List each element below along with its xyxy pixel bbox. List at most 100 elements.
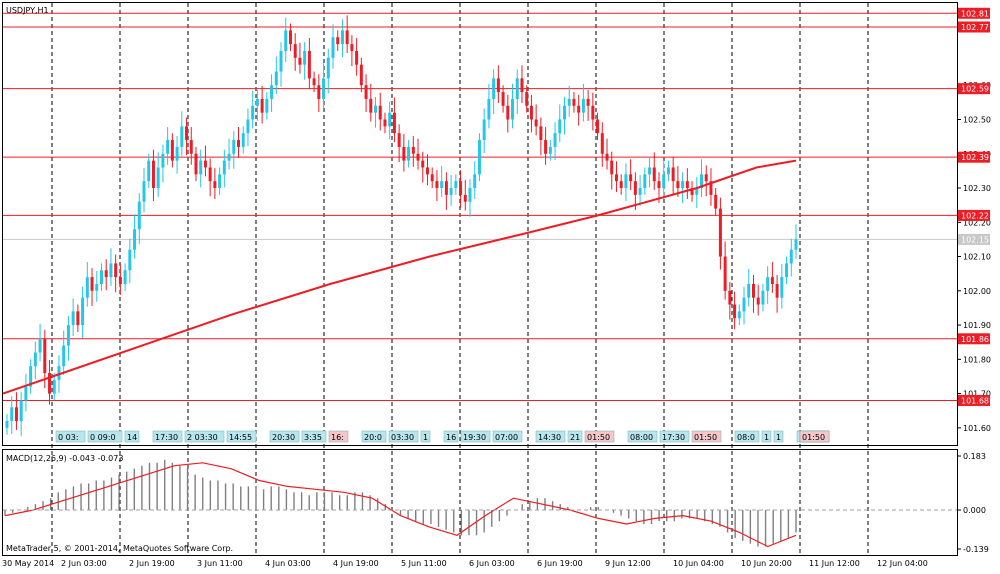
candle-body xyxy=(482,119,486,141)
time-tick-label: 10 Jun 20:00 xyxy=(741,559,792,568)
candle-body xyxy=(241,133,245,147)
candle-body xyxy=(586,98,590,106)
candle-body xyxy=(567,98,571,106)
candle-body xyxy=(676,181,680,189)
event-marker-bg xyxy=(584,430,615,443)
event-marker-bg xyxy=(492,430,523,443)
event-marker-bg xyxy=(301,430,327,443)
candle-body xyxy=(43,338,47,374)
price-tick-label: 101.90 xyxy=(963,321,991,330)
time-tick-label: 6 Jun 03:00 xyxy=(469,559,515,568)
event-marker-text: 17:30 xyxy=(155,433,178,442)
candle-body xyxy=(374,105,378,113)
candle-body xyxy=(222,160,226,175)
macd-pane-frame xyxy=(2,449,958,556)
candle-body xyxy=(459,181,463,195)
candle-body xyxy=(388,112,392,127)
candle-body xyxy=(227,153,231,161)
candle-body xyxy=(397,133,401,147)
candle-body xyxy=(662,174,666,189)
candle-body xyxy=(747,283,751,298)
level-tag-bg xyxy=(958,7,990,19)
event-markers: 0 03: 0 09:0 14 17:30 2 03:30 14:55 20:30 3:35 1… xyxy=(55,430,830,443)
event-marker-text: 14:55 xyxy=(229,433,252,442)
event-marker-text: 20:30 xyxy=(272,433,295,442)
candle-body xyxy=(175,146,179,161)
candle-body xyxy=(435,181,439,189)
event-marker-bg xyxy=(87,430,123,443)
candle-body xyxy=(614,174,618,182)
time-tick-label: 2 Jun 19:00 xyxy=(129,559,175,568)
candle-body xyxy=(425,167,429,175)
candle-body xyxy=(293,44,297,58)
time-grid xyxy=(51,3,869,555)
candle-body xyxy=(114,263,118,278)
candle-body xyxy=(402,146,406,161)
candle-body xyxy=(633,181,637,195)
candle-body xyxy=(161,153,165,168)
price-pane-frame xyxy=(2,2,958,446)
level-tag-text: 102.39 xyxy=(961,153,989,162)
event-marker-bg xyxy=(799,430,830,443)
candle-body xyxy=(322,78,326,99)
candle-body xyxy=(274,71,278,86)
candle-body xyxy=(751,283,755,298)
candle-body xyxy=(133,229,137,250)
candle-body xyxy=(473,174,477,189)
candle-body xyxy=(648,167,652,175)
time-tick-label: 12 Jun 04:00 xyxy=(877,559,928,568)
candle-body xyxy=(57,366,61,380)
event-marker-text: 16: xyxy=(331,433,344,442)
candle-body xyxy=(553,133,557,147)
candle-body xyxy=(128,249,132,271)
candle-body xyxy=(501,92,505,106)
candle-body xyxy=(487,98,491,120)
macd-tick-label: 0.000 xyxy=(963,506,986,515)
candle-body xyxy=(383,119,387,127)
macd-axis: 0.183 0.000 -0.139 xyxy=(957,452,989,554)
event-marker-bg xyxy=(460,430,491,443)
event-marker-text: 1 xyxy=(764,433,769,442)
candle-body xyxy=(156,167,160,189)
candle-body xyxy=(199,160,203,175)
candle-body xyxy=(657,181,661,189)
candle-body xyxy=(624,174,628,189)
candle-body xyxy=(577,105,581,113)
candle-body xyxy=(14,407,18,422)
level-tag-bg xyxy=(958,151,990,163)
candle-body xyxy=(66,325,70,346)
candle-body xyxy=(718,208,722,257)
event-marker-bg xyxy=(184,430,225,443)
candle-body xyxy=(742,297,746,312)
macd-tick-label: -0.139 xyxy=(963,545,989,554)
price-tick-label: 101.60 xyxy=(963,424,991,433)
candle-body xyxy=(326,57,330,79)
candle-body xyxy=(681,181,685,189)
candle-body xyxy=(477,140,481,175)
candle-body xyxy=(288,30,292,45)
candle-body xyxy=(430,174,434,182)
candle-body xyxy=(5,421,9,428)
event-marker-text: 14 xyxy=(127,433,137,442)
level-tag-text: 102.22 xyxy=(961,211,989,220)
event-marker-bg xyxy=(773,430,784,443)
current-price-tag-text: 102.15 xyxy=(961,235,989,244)
candle-body xyxy=(355,50,359,65)
candle-body xyxy=(90,277,94,291)
candle-body xyxy=(421,160,425,168)
event-marker-text: 2 03:30 xyxy=(187,433,218,442)
candle-body xyxy=(52,379,56,394)
candle-body xyxy=(558,119,562,134)
event-marker-text: 21 xyxy=(570,433,580,442)
event-marker-text: 20:0 xyxy=(364,433,382,442)
time-tick-label: 30 May 2014 xyxy=(2,559,54,568)
candle-body xyxy=(350,44,354,51)
candle-body xyxy=(99,270,103,284)
candle-body xyxy=(104,270,108,278)
candle-body xyxy=(95,283,99,291)
candle-body xyxy=(520,78,524,93)
candle-body xyxy=(454,181,458,189)
candle-body xyxy=(591,105,595,120)
candle-body xyxy=(728,290,732,305)
event-marker-bg xyxy=(659,430,690,443)
